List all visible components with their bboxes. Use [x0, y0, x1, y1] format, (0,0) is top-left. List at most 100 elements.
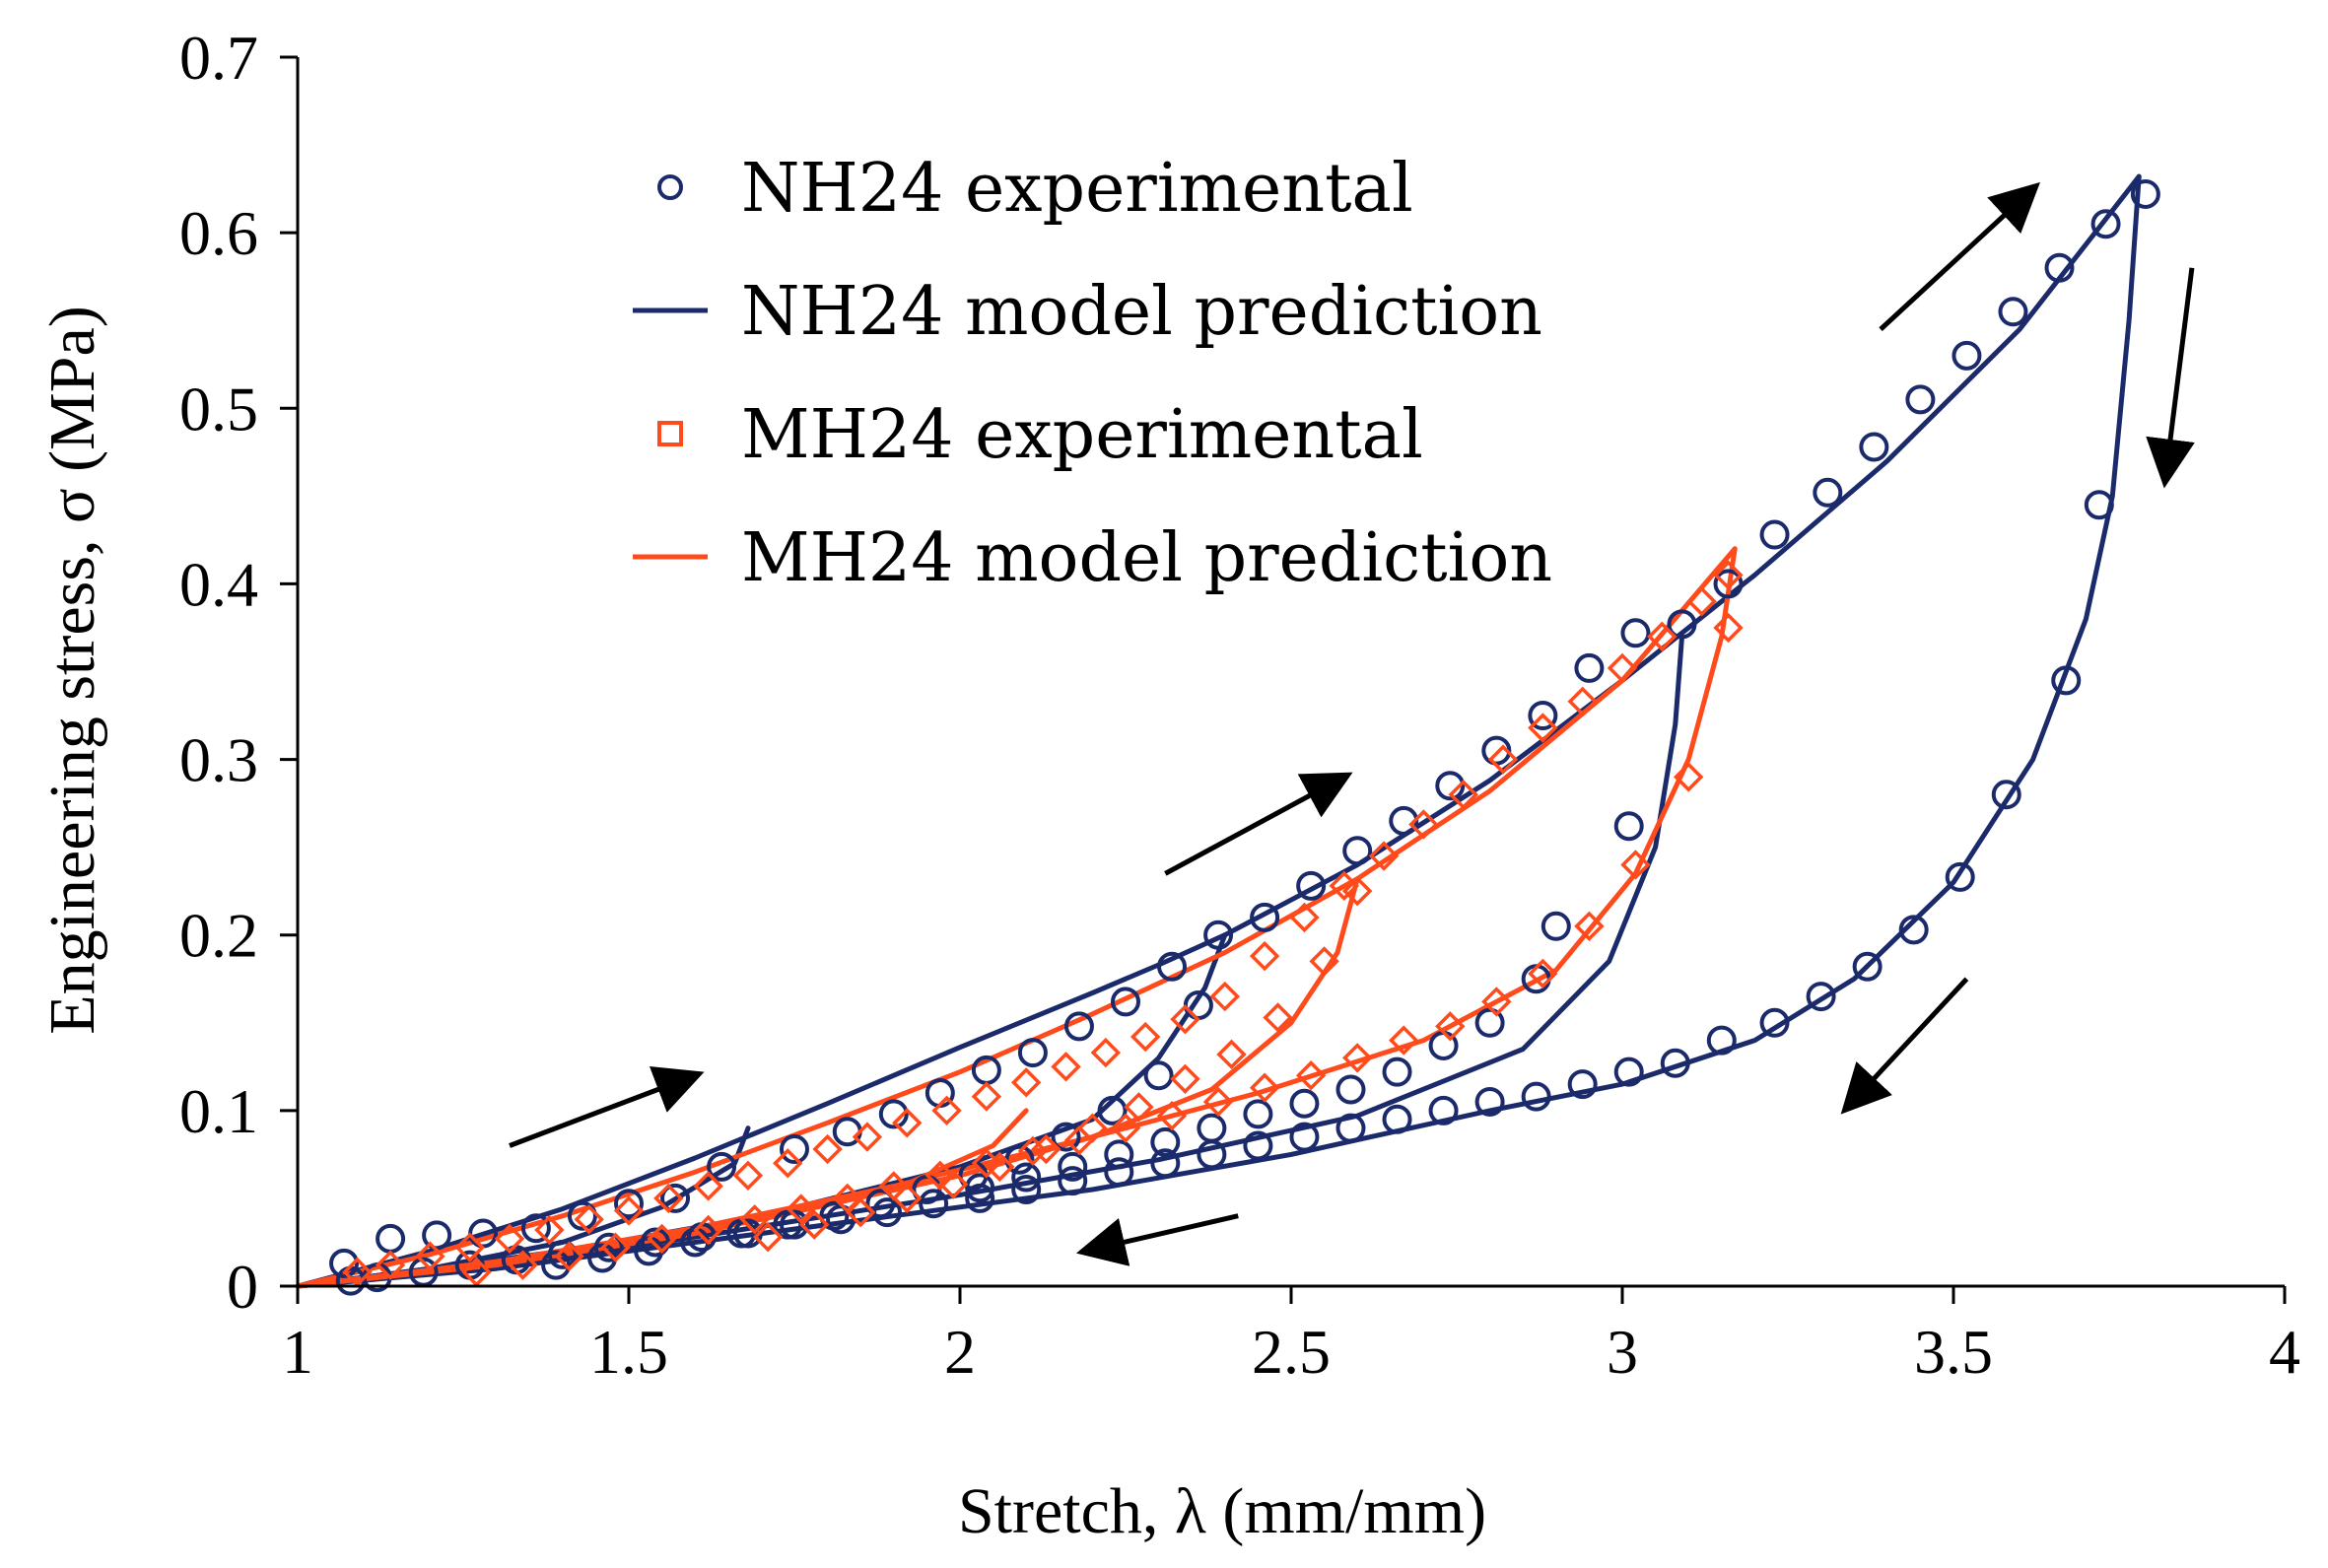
mh24-data-point [1156, 1100, 1188, 1131]
mh24-data-point [1574, 911, 1605, 942]
nh24-data-point [965, 1173, 995, 1203]
nh24-data-point [1243, 1130, 1273, 1161]
nh24-data-point [1667, 609, 1697, 640]
mh24-data-point [1216, 1039, 1247, 1070]
mh24-data-point [1031, 1133, 1061, 1165]
nh24-data-point [2090, 209, 2121, 239]
nh24-data-point [707, 1151, 737, 1182]
nh24-data-point [1250, 902, 1280, 932]
x-tick-label: 3 [1607, 1317, 1638, 1387]
mh24-data-point [1567, 686, 1598, 716]
mh24-data-point [852, 1122, 883, 1152]
legend-marker-square [657, 421, 683, 446]
nh24-data-point [1289, 1122, 1320, 1152]
direction-arrow [1075, 1213, 1239, 1266]
x-tick-label: 3.5 [1914, 1317, 1993, 1387]
nh24-data-point [1097, 1095, 1128, 1125]
mh24-data-point [1110, 1113, 1141, 1143]
x-tick-label: 2.5 [1252, 1317, 1331, 1387]
mh24-data-point [1673, 762, 1704, 792]
nh24-data-point [1150, 1148, 1181, 1179]
mh24-data-point [1620, 850, 1651, 880]
mh24-data-point [1124, 1092, 1154, 1123]
mh24-data-point [1686, 586, 1717, 617]
mh24-data-point [1481, 987, 1512, 1017]
mh24-data-point [1408, 809, 1439, 840]
nh24-data-point [819, 1200, 850, 1231]
nh24-data-point [1335, 1113, 1366, 1143]
nh24-data-point [919, 1189, 949, 1219]
mh24-data-point [454, 1232, 485, 1263]
y-tick-label: 0.3 [179, 725, 258, 795]
mh24-data-point [1295, 1060, 1327, 1091]
y-axis-title: Engineering stress, σ (MPa) [36, 306, 108, 1034]
mh24-data-point [574, 1204, 604, 1235]
mh24-data-point [798, 1209, 830, 1240]
nh24-data-point [1243, 1099, 1273, 1129]
plot-area [295, 173, 2195, 1296]
legend-label: NH24 experimental [741, 150, 1413, 228]
nh24-data-point [640, 1227, 670, 1258]
mh24-data-point [1077, 1113, 1108, 1143]
mh24-data-point [1435, 1011, 1466, 1042]
mh24-data-point [1209, 981, 1241, 1012]
direction-arrow [1840, 977, 1969, 1115]
mh24-data-point [938, 1169, 969, 1199]
x-tick-label: 1.5 [589, 1317, 668, 1387]
mh24-data-point [1170, 1004, 1200, 1035]
y-tick-label: 0.2 [179, 901, 258, 971]
mh24-data-point [739, 1204, 770, 1235]
mh24-data-point [1647, 621, 1678, 652]
nh24-data-point [2044, 252, 2075, 283]
nh24-data-point [1058, 1151, 1088, 1182]
mh24-data-point [534, 1214, 565, 1246]
nh24-data-point [614, 1189, 644, 1219]
mh24-data-point [554, 1241, 584, 1271]
mh24-data-point [1170, 1063, 1200, 1094]
nh24-data-point [541, 1250, 572, 1280]
x-axis-title: Stretch, λ (mm/mm) [958, 1475, 1486, 1547]
direction-arrow [1879, 181, 2040, 331]
nh24-data-point [1296, 870, 1327, 901]
nh24-data-point [1335, 1074, 1366, 1105]
model-curve-2-0 [295, 546, 1738, 1289]
y-tick-label: 0.1 [179, 1076, 258, 1146]
nh24-data-point [1428, 1095, 1459, 1125]
nh24-data-point [1541, 911, 1571, 941]
mh24-data-point [985, 1151, 1015, 1183]
nh24-data-point [1567, 1069, 1598, 1100]
nh24-data-point [1197, 1113, 1227, 1143]
legend-label: MH24 experimental [741, 396, 1423, 474]
nh24-data-point [1111, 987, 1140, 1017]
mh24-data-point [1051, 1052, 1081, 1082]
mh24-data-point [647, 1223, 677, 1255]
nh24-data-point [1945, 861, 1975, 892]
mh24-data-point [342, 1257, 373, 1287]
nh24-data-point [1382, 1104, 1412, 1134]
x-tick-label: 1 [282, 1317, 313, 1387]
nh24-data-point [1051, 1122, 1081, 1152]
mh24-data-point [786, 1193, 816, 1224]
legend: NH24 experimental NH24 model prediction MH… [633, 150, 1552, 597]
mh24-data-point [1528, 713, 1558, 743]
direction-arrow [1164, 772, 1353, 876]
nh24-data-point [1150, 1126, 1181, 1157]
nh24-data-point [1474, 1086, 1505, 1117]
nh24-data-point [1058, 1166, 1088, 1196]
nh24-data-point [1011, 1162, 1042, 1193]
mh24-data-point [1289, 902, 1320, 933]
mh24-data-point [653, 1183, 684, 1214]
mh24-data-point [1607, 652, 1638, 684]
mh24-data-point [1249, 1072, 1280, 1103]
mh24-data-point [1130, 1021, 1161, 1053]
nh24-data-point [1660, 1048, 1690, 1078]
nh24-data-point [1104, 1139, 1134, 1170]
direction-arrow [509, 1066, 705, 1148]
mh24-data-point [508, 1250, 538, 1280]
mh24-data-point [812, 1133, 843, 1165]
legend-label: NH24 model prediction [741, 273, 1542, 351]
y-tick-label: 0.6 [179, 198, 258, 268]
mh24-data-point [892, 1108, 923, 1138]
nh24-data-point [1813, 477, 1843, 508]
x-tick-label: 2 [944, 1317, 976, 1387]
